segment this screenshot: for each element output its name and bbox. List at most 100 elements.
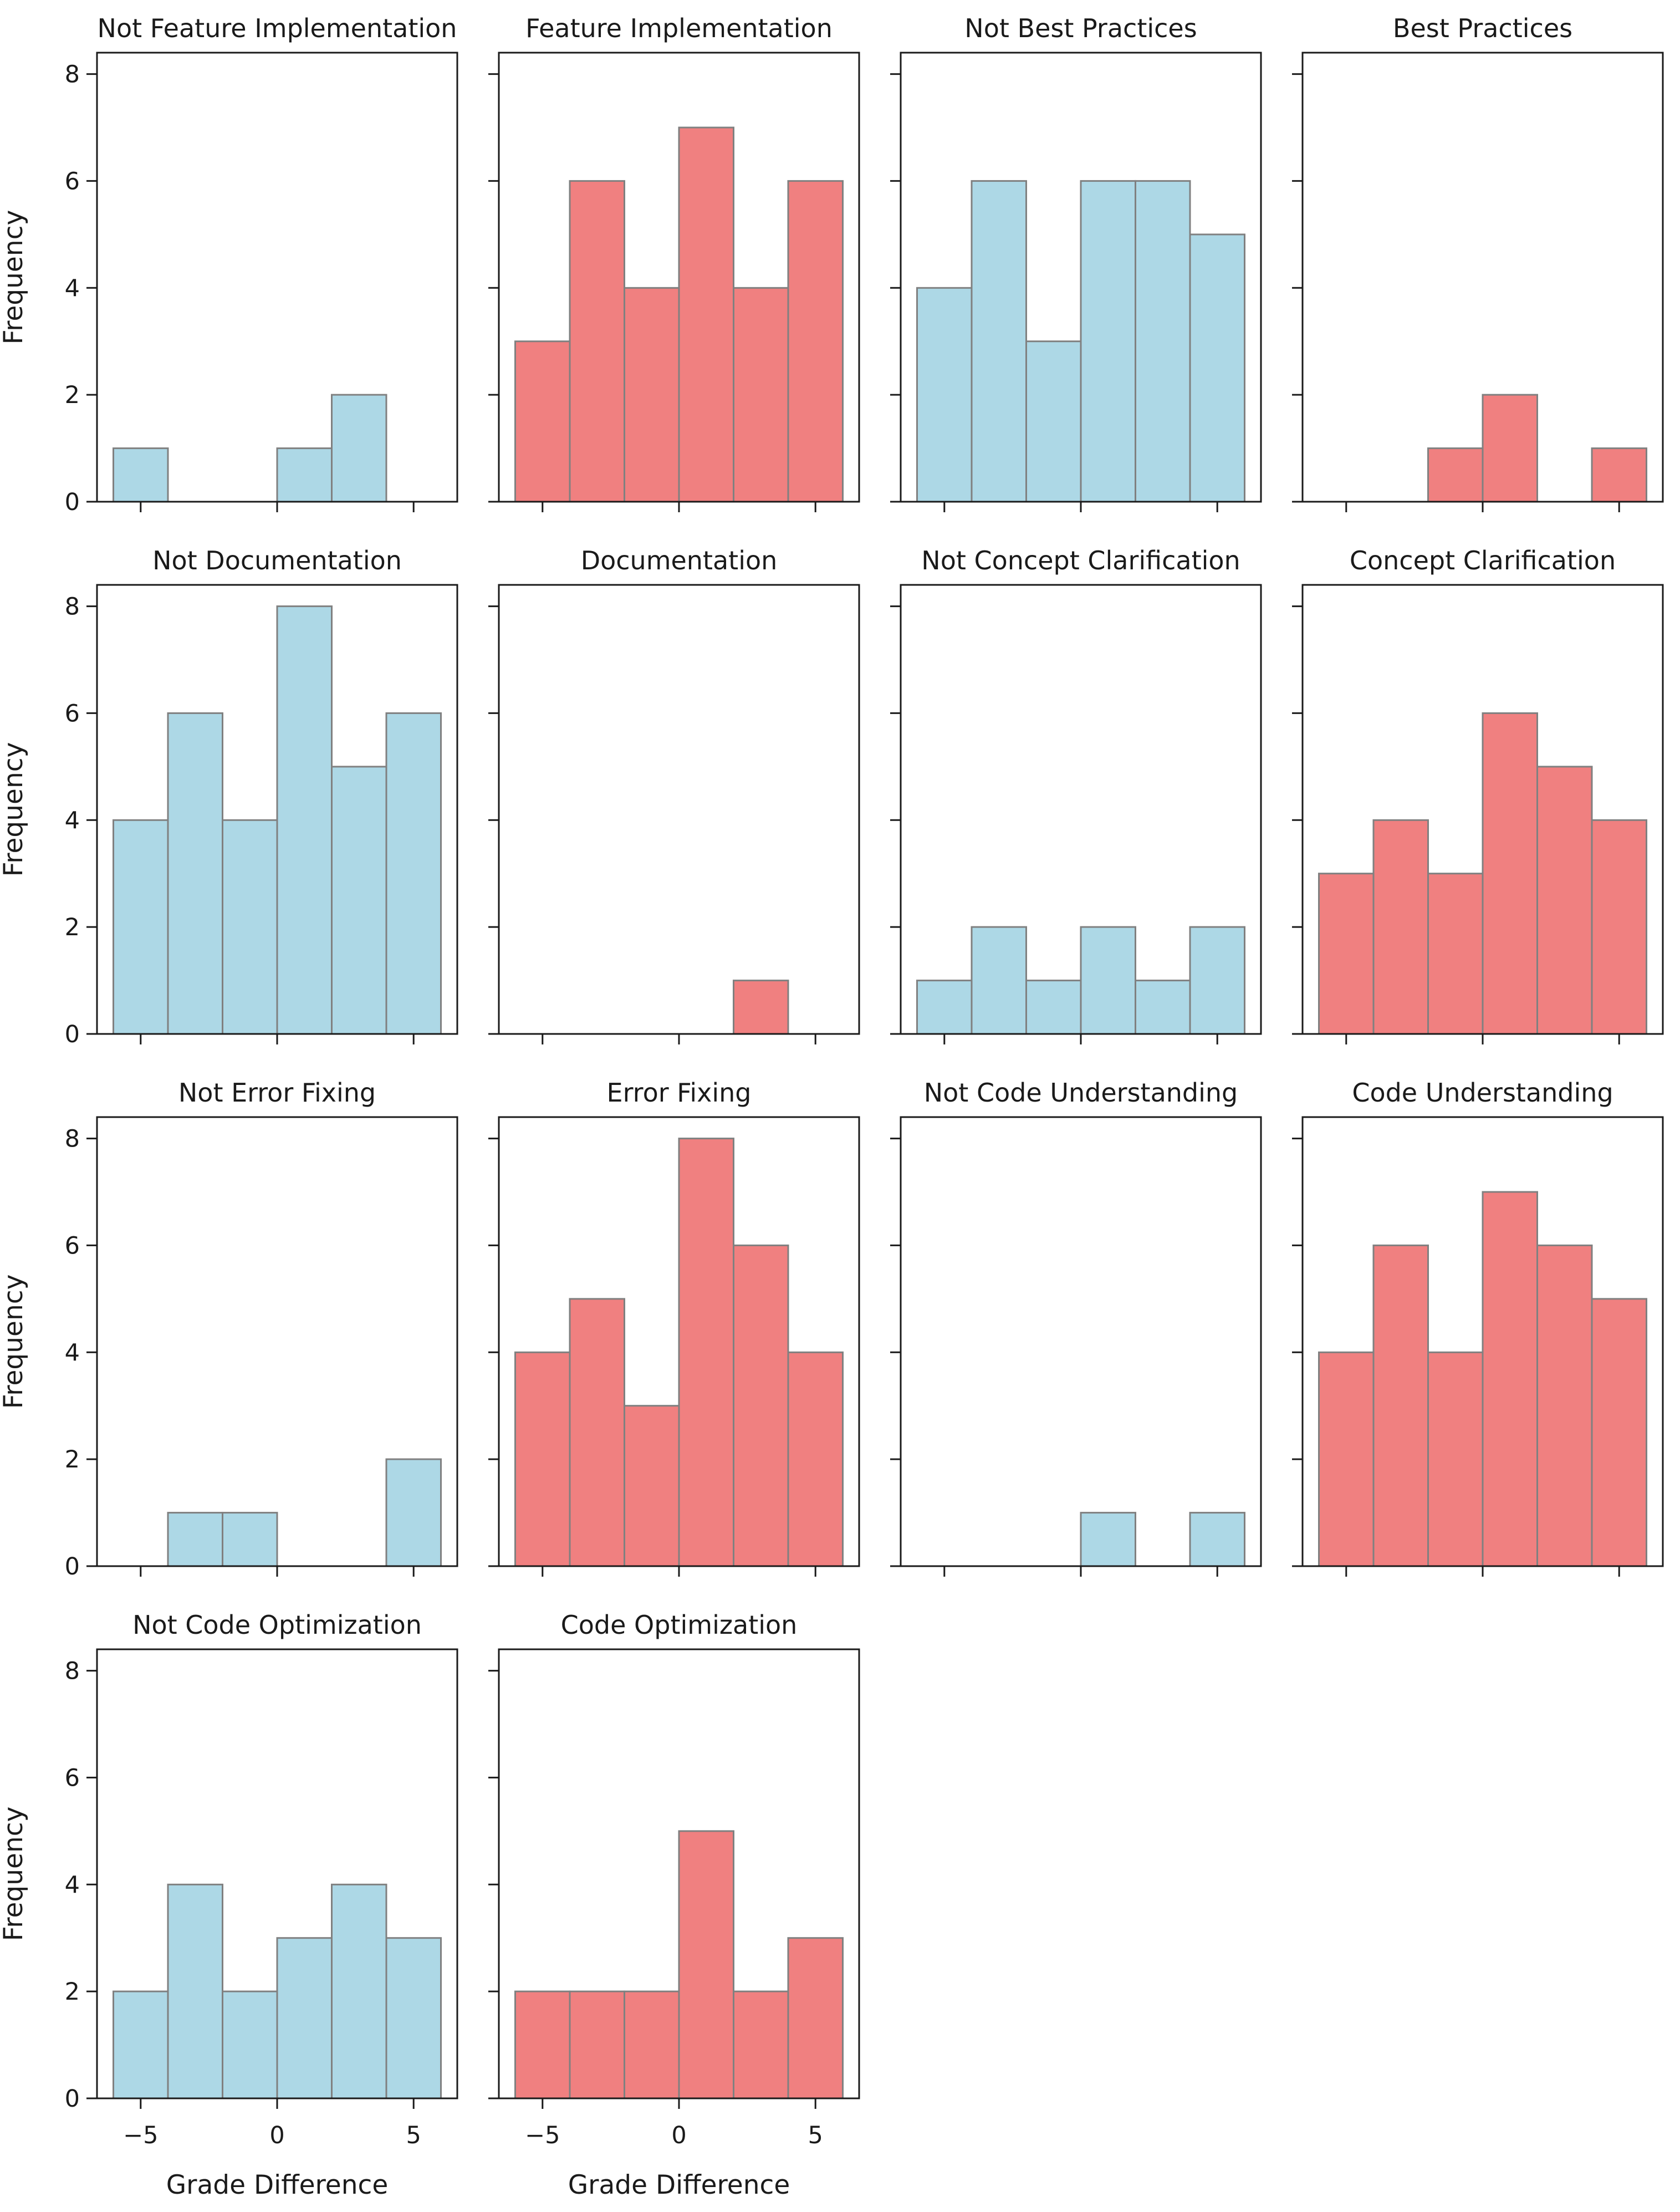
histogram-bar	[1189, 233, 1245, 503]
histogram-bar	[678, 1138, 734, 1567]
histogram-bar	[733, 287, 789, 503]
subplot-feature-implementation: Feature Implementation	[488, 13, 860, 512]
subplot-title: Not Code Understanding	[924, 1078, 1238, 1108]
histogram-bar	[514, 340, 571, 503]
y-axis-label: Frequency	[0, 742, 29, 877]
x-axis-label: Grade Difference	[166, 2170, 389, 2200]
subplot-not-error-fixing: 0 2 4 6 8 Not Error Fixing Frequency	[0, 1078, 458, 1581]
x-axis-label: Grade Difference	[568, 2170, 790, 2200]
histogram-bar	[276, 447, 333, 503]
y-tick-label: 4	[65, 807, 80, 834]
y-tick-label: 6	[65, 167, 80, 195]
y-tick-label: 4	[65, 274, 80, 302]
histogram-bar	[1591, 447, 1647, 503]
histogram-bar	[331, 766, 387, 1035]
histogram-bar	[1536, 766, 1593, 1035]
histogram-bar	[1482, 712, 1538, 1035]
subplot-error-fixing: Error Fixing	[488, 1078, 860, 1577]
subplot-documentation: Documentation	[488, 546, 860, 1044]
histogram-bar	[569, 180, 625, 503]
y-tick-label: 4	[65, 1339, 80, 1367]
subplot-title: Code Understanding	[1352, 1078, 1613, 1108]
subplot-not-best-practices: Not Best Practices	[890, 13, 1262, 512]
subplot-not-code-optimization: −5 0 5 0 2 4 6 8 Not Code Optimization Grade Diff…	[0, 1610, 458, 2200]
histogram-bar	[1482, 394, 1538, 503]
histogram-bar	[276, 1937, 333, 2099]
histogram-bar	[569, 1298, 625, 1567]
subplot-title: Not Concept Clarification	[921, 546, 1240, 575]
subplot-not-feature-implementation: 0 2 4 6 8 Not Feature Implementation Frequency	[0, 13, 458, 516]
y-tick-label: 8	[65, 61, 80, 89]
histogram-bar	[1591, 819, 1647, 1035]
x-tick-label: 0	[671, 2122, 686, 2149]
subplot-title: Error Fixing	[607, 1078, 752, 1108]
histogram-bar	[678, 126, 734, 503]
histogram-bar	[1372, 819, 1429, 1035]
subplot-code-understanding: Code Understanding	[1292, 1078, 1664, 1577]
subplot-title: Feature Implementation	[525, 13, 833, 43]
histogram-bar	[1080, 1512, 1136, 1567]
histogram-bar	[624, 1405, 680, 1567]
y-tick-label: 6	[65, 1232, 80, 1260]
histogram-bar	[1482, 1191, 1538, 1567]
histogram-bar	[222, 819, 278, 1035]
y-tick-label: 4	[65, 1871, 80, 1899]
y-tick-label: 6	[65, 1764, 80, 1792]
y-tick-label: 8	[65, 593, 80, 621]
y-tick-label: 0	[65, 1021, 80, 1048]
subplot-not-code-understanding: Not Code Understanding	[890, 1078, 1262, 1577]
histogram-bar	[1427, 447, 1484, 503]
subplot-title: Best Practices	[1393, 13, 1572, 43]
histogram-bar	[385, 1937, 442, 2099]
subplot-title: Not Documentation	[152, 546, 402, 575]
subplot-concept-clarification: Concept Clarification	[1292, 546, 1664, 1044]
histogram-bar	[1318, 1351, 1375, 1567]
histogram-bar	[331, 1883, 387, 2099]
y-tick-label: 2	[65, 914, 80, 941]
histogram-bar	[113, 1990, 169, 2099]
subplot-not-documentation: 0 2 4 6 8 Not Documentation Frequency	[0, 546, 458, 1048]
histogram-bar	[1025, 980, 1082, 1035]
subplot-title: Not Error Fixing	[178, 1078, 376, 1108]
histogram-bar	[1189, 1512, 1245, 1567]
x-tick-label: 5	[808, 2122, 823, 2149]
y-tick-label: 6	[65, 700, 80, 727]
plot-frame	[900, 1116, 1262, 1567]
histogram-bar	[514, 1351, 571, 1567]
subplot-title: Not Feature Implementation	[98, 13, 457, 43]
histogram-bar	[385, 1458, 442, 1567]
subplot-not-concept-clarification: Not Concept Clarification	[890, 546, 1262, 1044]
histogram-bar	[971, 926, 1027, 1035]
y-tick-label: 2	[65, 381, 80, 409]
histogram-bar	[971, 180, 1027, 503]
subplot-title: Code Optimization	[561, 1610, 798, 1640]
histogram-bar	[787, 1351, 844, 1567]
subplot-best-practices: Best Practices	[1292, 13, 1664, 512]
histogram-bar	[787, 1937, 844, 2099]
x-tick-label: −5	[525, 2122, 560, 2149]
histogram-bar	[1536, 1244, 1593, 1567]
histogram-bar	[222, 1512, 278, 1567]
x-tick-label: −5	[123, 2122, 158, 2149]
histogram-bar	[787, 180, 844, 503]
subplot-title: Concept Clarification	[1350, 546, 1616, 575]
plot-frame	[498, 584, 860, 1035]
histogram-bar	[167, 712, 223, 1035]
histogram-bar	[167, 1883, 223, 2099]
y-tick-label: 8	[65, 1125, 80, 1153]
histogram-bar	[569, 1990, 625, 2099]
y-tick-label: 2	[65, 1978, 80, 2006]
histogram-bar	[1318, 873, 1375, 1035]
histogram-bar	[1025, 340, 1082, 503]
histogram-bar	[514, 1990, 571, 2099]
histogram-bar	[113, 447, 169, 503]
plot-frame	[96, 52, 458, 503]
y-tick-label: 0	[65, 1553, 80, 1581]
histogram-bar	[276, 605, 333, 1035]
histogram-bar	[331, 394, 387, 503]
histogram-bar	[916, 287, 973, 503]
histogram-bar	[1080, 926, 1136, 1035]
histogram-bar	[624, 1990, 680, 2099]
histogram-bar	[222, 1990, 278, 2099]
